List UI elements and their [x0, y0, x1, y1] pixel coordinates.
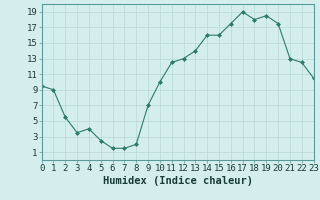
- X-axis label: Humidex (Indice chaleur): Humidex (Indice chaleur): [103, 176, 252, 186]
